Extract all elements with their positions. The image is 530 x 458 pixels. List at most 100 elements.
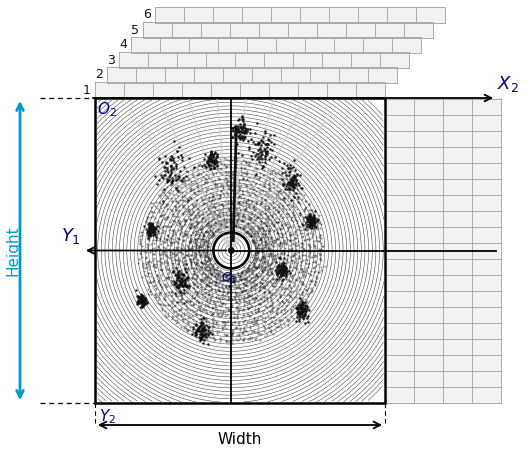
Point	[201, 184, 210, 191]
Point	[215, 286, 224, 294]
Point	[156, 193, 165, 200]
Point	[208, 260, 217, 267]
Point	[223, 270, 232, 278]
Point	[199, 168, 208, 175]
Point	[148, 227, 156, 234]
Point	[287, 306, 295, 313]
Point	[198, 325, 206, 332]
Point	[310, 218, 319, 226]
Point	[208, 330, 217, 338]
Point	[161, 171, 170, 179]
Point	[204, 228, 212, 235]
Point	[198, 249, 206, 256]
Point	[213, 186, 221, 193]
Point	[309, 229, 317, 237]
Point	[175, 256, 184, 264]
Point	[228, 186, 236, 193]
Point	[261, 196, 269, 203]
Point	[234, 322, 243, 329]
Point	[159, 226, 167, 234]
Point	[267, 265, 275, 272]
Point	[206, 271, 215, 278]
Point	[240, 298, 248, 305]
Point	[278, 310, 287, 317]
Point	[249, 282, 257, 289]
Point	[278, 269, 286, 276]
Point	[231, 132, 239, 139]
Point	[244, 305, 252, 313]
Point	[197, 225, 206, 232]
Point	[245, 291, 253, 298]
Point	[181, 179, 190, 186]
Point	[166, 218, 175, 226]
Point	[239, 134, 248, 142]
Point	[183, 266, 191, 273]
Point	[252, 155, 261, 163]
Point	[280, 194, 288, 202]
Point	[168, 304, 176, 311]
Point	[287, 294, 295, 301]
Point	[231, 213, 240, 220]
Point	[251, 206, 260, 213]
Point	[219, 205, 227, 212]
Point	[231, 319, 239, 326]
Point	[268, 301, 276, 309]
Point	[157, 211, 166, 218]
Point	[207, 161, 216, 169]
Point	[251, 230, 260, 237]
Point	[136, 237, 144, 244]
Point	[253, 255, 261, 262]
Point	[223, 200, 232, 207]
Point	[202, 165, 210, 173]
Point	[250, 230, 259, 238]
Point	[162, 159, 170, 167]
Point	[148, 220, 157, 228]
Point	[263, 192, 272, 200]
Point	[231, 212, 240, 219]
Point	[145, 230, 153, 237]
Point	[144, 231, 152, 239]
Point	[306, 215, 315, 222]
Point	[235, 198, 243, 206]
Point	[166, 182, 174, 189]
Point	[225, 288, 233, 295]
Point	[261, 255, 269, 262]
Point	[191, 237, 199, 244]
Point	[167, 182, 175, 189]
Point	[168, 206, 176, 213]
Point	[179, 285, 188, 292]
Point	[257, 240, 266, 247]
Point	[212, 293, 220, 300]
Point	[290, 194, 299, 201]
Point	[172, 251, 181, 258]
Point	[159, 197, 167, 205]
Point	[294, 301, 302, 309]
Point	[189, 224, 197, 231]
Point	[222, 223, 231, 230]
Point	[191, 238, 199, 245]
Point	[253, 208, 262, 215]
Point	[183, 282, 191, 289]
Point	[182, 216, 191, 224]
Point	[266, 226, 275, 233]
Point	[276, 254, 284, 262]
Point	[257, 199, 265, 206]
Point	[271, 170, 279, 177]
Point	[209, 190, 217, 197]
Point	[238, 223, 247, 230]
Point	[206, 148, 215, 155]
Point	[151, 267, 159, 275]
Point	[237, 128, 245, 135]
Point	[278, 201, 286, 208]
Point	[190, 307, 199, 315]
Point	[202, 238, 210, 245]
Point	[262, 256, 271, 264]
Point	[191, 211, 200, 218]
Point	[262, 304, 271, 311]
Point	[175, 143, 183, 151]
Point	[190, 320, 199, 327]
Point	[261, 263, 269, 271]
Point	[146, 225, 154, 233]
Point	[273, 306, 281, 313]
Point	[277, 323, 285, 331]
